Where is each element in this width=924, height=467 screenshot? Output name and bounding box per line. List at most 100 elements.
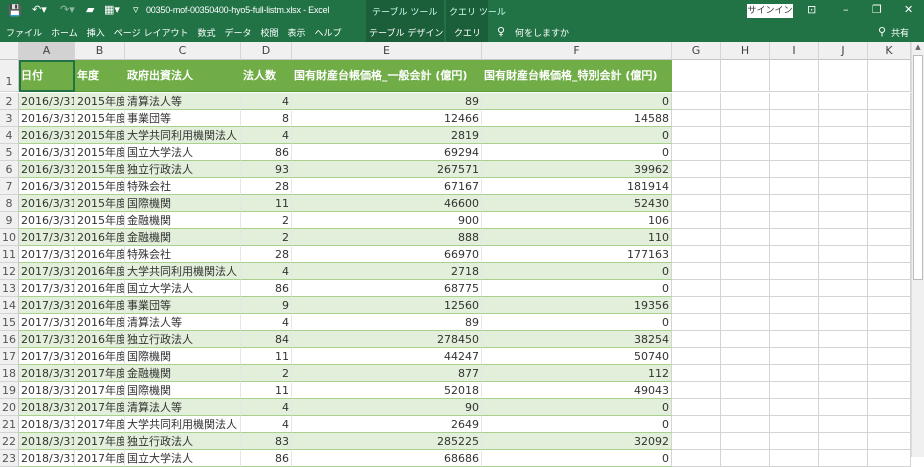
row-header[interactable]: 7 bbox=[0, 178, 19, 195]
cell-C19[interactable]: 国際機関 bbox=[125, 382, 241, 399]
cell-B18[interactable]: 2017年度 bbox=[75, 365, 125, 382]
tab-data[interactable]: データ bbox=[224, 28, 252, 39]
row-header[interactable]: 12 bbox=[0, 263, 19, 280]
scrollbar-thumb[interactable] bbox=[913, 55, 923, 280]
cell-B12[interactable]: 2016年度 bbox=[75, 263, 125, 280]
tab-home[interactable]: ホーム bbox=[51, 28, 78, 39]
cell-H4[interactable] bbox=[721, 127, 770, 144]
cell-J8[interactable] bbox=[819, 195, 868, 212]
row-header[interactable]: 3 bbox=[0, 110, 19, 127]
cell-D8[interactable]: 11 bbox=[241, 195, 292, 212]
cell-F12[interactable]: 0 bbox=[482, 263, 672, 280]
cell-H11[interactable] bbox=[721, 246, 770, 263]
cell-E6[interactable]: 267571 bbox=[292, 161, 482, 178]
cell-E21[interactable]: 2649 bbox=[292, 416, 482, 433]
form-icon[interactable]: ▦▾ bbox=[104, 3, 120, 16]
cell-B4[interactable]: 2015年度 bbox=[75, 127, 125, 144]
cell-H5[interactable] bbox=[721, 144, 770, 161]
tell-me-search[interactable]: 何をしますか bbox=[515, 29, 570, 39]
cell-F14[interactable]: 19356 bbox=[482, 297, 672, 314]
cell-A9[interactable]: 2016/3/31 bbox=[19, 212, 75, 229]
cell-D19[interactable]: 11 bbox=[241, 382, 292, 399]
cell-D22[interactable]: 83 bbox=[241, 433, 292, 450]
cell-C4[interactable]: 大学共同利用機関法人 bbox=[125, 127, 241, 144]
row-header[interactable]: 15 bbox=[0, 314, 19, 331]
cell-B16[interactable]: 2016年度 bbox=[75, 331, 125, 348]
column-header-C[interactable]: C bbox=[125, 42, 241, 60]
cell-B21[interactable]: 2017年度 bbox=[75, 416, 125, 433]
cell-I2[interactable] bbox=[770, 93, 819, 110]
cell-C23[interactable]: 国立大学法人 bbox=[125, 450, 241, 467]
signin-button[interactable]: サインイン bbox=[747, 4, 793, 18]
cell-K2[interactable] bbox=[868, 93, 911, 110]
cell-I20[interactable] bbox=[770, 399, 819, 416]
row-header[interactable]: 21 bbox=[0, 416, 19, 433]
cell-F8[interactable]: 52430 bbox=[482, 195, 672, 212]
cell-I1[interactable] bbox=[770, 60, 819, 92]
cell-B23[interactable]: 2017年度 bbox=[75, 450, 125, 467]
cell-E12[interactable]: 2718 bbox=[292, 263, 482, 280]
share-button[interactable]: 共有 bbox=[891, 29, 910, 39]
cell-E22[interactable]: 285225 bbox=[292, 433, 482, 450]
cell-G12[interactable] bbox=[672, 263, 721, 280]
row-header[interactable]: 10 bbox=[0, 229, 19, 246]
row-header[interactable]: 23 bbox=[0, 450, 19, 467]
cell-K9[interactable] bbox=[868, 212, 911, 229]
column-header-F[interactable]: F bbox=[482, 42, 672, 60]
cell-E11[interactable]: 66970 bbox=[292, 246, 482, 263]
cell-C5[interactable]: 国立大学法人 bbox=[125, 144, 241, 161]
cell-H2[interactable] bbox=[721, 93, 770, 110]
column-header-A[interactable]: A bbox=[19, 42, 75, 60]
cell-J16[interactable] bbox=[819, 331, 868, 348]
cell-K16[interactable] bbox=[868, 331, 911, 348]
customize-toolbar-icon[interactable]: ▿ bbox=[133, 3, 139, 16]
cell-I22[interactable] bbox=[770, 433, 819, 450]
cell-H12[interactable] bbox=[721, 263, 770, 280]
cell-F16[interactable]: 38254 bbox=[482, 331, 672, 348]
cell-B14[interactable]: 2016年度 bbox=[75, 297, 125, 314]
cell-C11[interactable]: 特殊会社 bbox=[125, 246, 241, 263]
cell-F5[interactable]: 0 bbox=[482, 144, 672, 161]
cell-G23[interactable] bbox=[672, 450, 721, 467]
cell-K11[interactable] bbox=[868, 246, 911, 263]
cell-A21[interactable]: 2018/3/31 bbox=[19, 416, 75, 433]
cell-J10[interactable] bbox=[819, 229, 868, 246]
cell-D1[interactable]: 法人数 bbox=[241, 60, 292, 92]
cell-B5[interactable]: 2015年度 bbox=[75, 144, 125, 161]
cell-F6[interactable]: 39962 bbox=[482, 161, 672, 178]
cell-H7[interactable] bbox=[721, 178, 770, 195]
cell-G18[interactable] bbox=[672, 365, 721, 382]
cell-C17[interactable]: 国際機関 bbox=[125, 348, 241, 365]
cell-G15[interactable] bbox=[672, 314, 721, 331]
close-icon[interactable]: ✕ bbox=[904, 3, 914, 16]
cell-E23[interactable]: 68686 bbox=[292, 450, 482, 467]
tab-query[interactable]: クエリ bbox=[446, 22, 488, 42]
minimize-icon[interactable]: – bbox=[843, 3, 849, 16]
cell-G9[interactable] bbox=[672, 212, 721, 229]
cell-J1[interactable] bbox=[819, 60, 868, 92]
cell-H16[interactable] bbox=[721, 331, 770, 348]
cell-B3[interactable]: 2015年度 bbox=[75, 110, 125, 127]
cell-A18[interactable]: 2018/3/31 bbox=[19, 365, 75, 382]
cell-K15[interactable] bbox=[868, 314, 911, 331]
row-header[interactable]: 14 bbox=[0, 297, 19, 314]
cell-J3[interactable] bbox=[819, 110, 868, 127]
cell-I17[interactable] bbox=[770, 348, 819, 365]
cell-K4[interactable] bbox=[868, 127, 911, 144]
cell-C6[interactable]: 独立行政法人 bbox=[125, 161, 241, 178]
cell-J9[interactable] bbox=[819, 212, 868, 229]
cell-I5[interactable] bbox=[770, 144, 819, 161]
cell-A1[interactable]: 日付 bbox=[19, 60, 75, 92]
cell-J14[interactable] bbox=[819, 297, 868, 314]
cell-D7[interactable]: 28 bbox=[241, 178, 292, 195]
cell-J4[interactable] bbox=[819, 127, 868, 144]
cell-C2[interactable]: 清算法人等 bbox=[125, 93, 241, 110]
cell-J22[interactable] bbox=[819, 433, 868, 450]
cell-I8[interactable] bbox=[770, 195, 819, 212]
cell-B13[interactable]: 2016年度 bbox=[75, 280, 125, 297]
cell-I15[interactable] bbox=[770, 314, 819, 331]
cell-K20[interactable] bbox=[868, 399, 911, 416]
tab-insert[interactable]: 挿入 bbox=[86, 28, 105, 39]
cell-G6[interactable] bbox=[672, 161, 721, 178]
row-header[interactable]: 19 bbox=[0, 382, 19, 399]
